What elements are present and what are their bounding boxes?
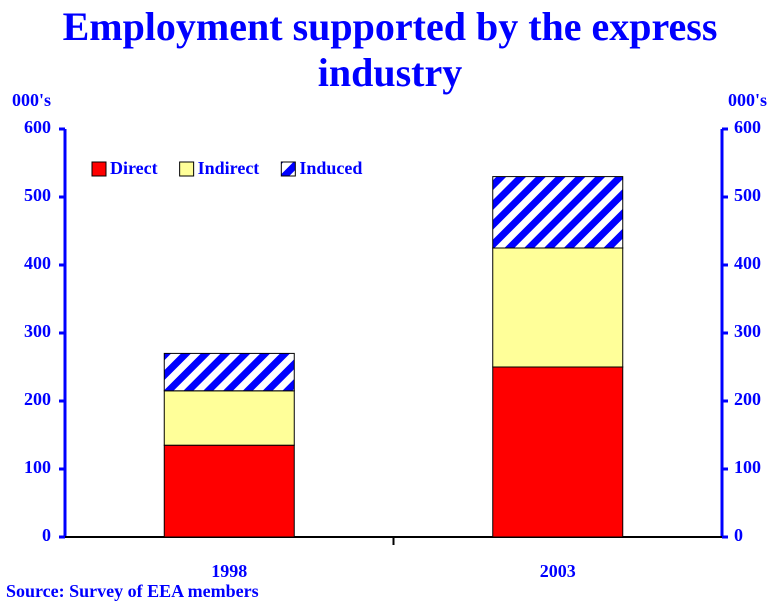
y2-tick-label: 0 (734, 525, 743, 545)
y-tick-label: 600 (24, 117, 51, 137)
y2-tick-label: 300 (734, 321, 761, 341)
legend-swatch (179, 161, 195, 177)
y-tick-label: 200 (24, 389, 51, 409)
y2-tick-label: 400 (734, 253, 761, 273)
bar-segment (163, 390, 295, 446)
legend-label: Induced (299, 158, 362, 178)
y-tick-label: 100 (24, 457, 51, 477)
y-tick-label: 300 (24, 321, 51, 341)
y2-tick-label: 500 (734, 185, 761, 205)
y2-tick-label: 600 (734, 117, 761, 137)
bar-segment (492, 366, 624, 538)
bar-segment (492, 247, 624, 368)
bar-segment (492, 176, 624, 249)
x-tick-label: 1998 (211, 561, 247, 581)
y2-tick-label: 100 (734, 457, 761, 477)
y-axis-label: 000's (12, 90, 51, 110)
bar-segment (163, 444, 295, 538)
legend-label: Indirect (198, 158, 260, 178)
legend-label: Direct (110, 158, 158, 178)
y-tick-label: 400 (24, 253, 51, 273)
x-tick-label: 2003 (540, 561, 576, 581)
source-note: Source: Survey of EEA members (6, 581, 259, 601)
chart-title: Employment supported by the express indu… (62, 4, 718, 95)
bar-segment (163, 352, 295, 392)
y2-tick-label: 200 (734, 389, 761, 409)
legend-swatch (280, 161, 296, 177)
y-tick-label: 500 (24, 185, 51, 205)
y-tick-label: 0 (42, 525, 51, 545)
legend-swatch (91, 161, 107, 177)
y2-axis-label: 000's (728, 90, 767, 110)
